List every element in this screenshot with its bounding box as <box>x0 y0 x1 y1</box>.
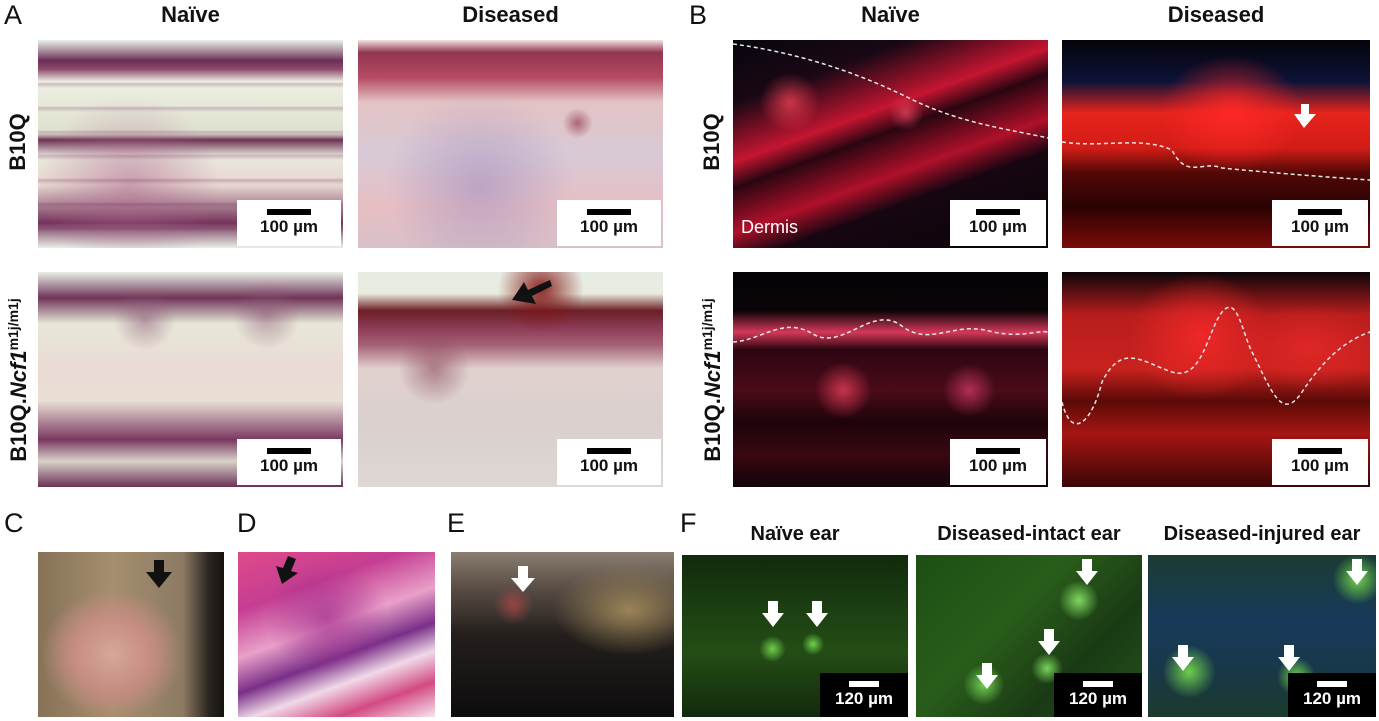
arrow-icon <box>146 560 172 588</box>
f-header-diseased-injured: Diseased-injured ear <box>1163 523 1361 545</box>
col-header-naive-a: Naïve <box>161 2 220 27</box>
scale-bar: 120 µm <box>1288 673 1376 717</box>
fluor-green-diseased-intact: 120 µm <box>916 555 1142 717</box>
col-header-diseased-b: Diseased <box>1167 2 1265 27</box>
histology-he-lesion <box>238 552 435 717</box>
row-header-b10q-b: B10Q <box>699 113 724 171</box>
panel-letter-d: D <box>237 508 257 538</box>
photo-paw-swelling <box>38 552 224 717</box>
scale-bar: 100 µm <box>950 439 1046 485</box>
arrow-icon <box>1294 104 1316 128</box>
col-header-diseased-a: Diseased <box>462 2 559 27</box>
arrow-icon <box>1038 629 1060 655</box>
dermis-label: Dermis <box>741 217 798 237</box>
he-image-b10q-naive: 100 µm <box>38 40 343 248</box>
row-header-mutant-b: B10Q.Ncf1m1j/m1j <box>698 298 726 462</box>
fluor-image-mutant-naive: 100 µm <box>733 272 1048 487</box>
he-image-b10q-diseased: 100 µm <box>358 40 663 248</box>
scale-bar: 120 µm <box>820 673 908 717</box>
fluor-green-naive-ear: 120 µm <box>682 555 908 717</box>
scale-bar: 100 µm <box>1272 200 1368 246</box>
panel-letter-f: F <box>680 508 697 538</box>
scale-bar: 120 µm <box>1054 673 1142 717</box>
arrow-icon <box>1172 645 1194 671</box>
panel-letter-b: B <box>689 0 708 30</box>
scale-bar: 100 µm <box>950 200 1046 246</box>
fluor-green-diseased-injured: 120 µm <box>1148 555 1376 717</box>
panel-letter-e: E <box>447 508 466 538</box>
epidermis-boundary-line <box>733 319 1048 343</box>
arrow-icon <box>276 556 298 584</box>
arrow-icon <box>762 601 784 627</box>
scale-bar: 100 µm <box>1272 439 1368 485</box>
panel-letter-c: C <box>4 508 24 538</box>
epidermis-boundary-line <box>733 43 1048 139</box>
f-header-diseased-intact: Diseased-intact ear <box>937 523 1121 545</box>
scale-bar: 100 µm <box>237 200 341 246</box>
scale-bar: 100 µm <box>557 439 661 485</box>
fluor-image-b10q-diseased: 100 µm <box>1062 40 1370 248</box>
panel-letter-a: A <box>4 0 23 30</box>
row-header-b10q-a: B10Q <box>5 113 30 171</box>
he-image-mutant-diseased: 100 µm <box>358 272 663 487</box>
arrow-icon <box>511 566 535 592</box>
fluor-image-mutant-diseased: 100 µm <box>1062 272 1370 487</box>
photo-ear-injury <box>451 552 674 717</box>
arrow-icon <box>806 601 828 627</box>
arrow-icon <box>1076 559 1098 585</box>
scale-bar: 100 µm <box>557 200 661 246</box>
he-image-mutant-naive: 100 µm <box>38 272 343 487</box>
f-header-naive-ear: Naïve ear <box>750 523 840 545</box>
arrow-icon <box>1346 559 1368 585</box>
arrow-icon <box>512 280 552 304</box>
epidermis-boundary-line <box>1062 141 1370 181</box>
arrow-icon <box>976 663 998 689</box>
col-header-naive-b: Naïve <box>861 2 920 27</box>
fluor-image-b10q-naive: Dermis 100 µm <box>733 40 1048 248</box>
epidermis-boundary-line <box>1062 306 1370 425</box>
scale-bar: 100 µm <box>237 439 341 485</box>
row-header-mutant-a: B10Q.Ncf1m1j/m1j <box>4 298 32 462</box>
arrow-icon <box>1278 645 1300 671</box>
